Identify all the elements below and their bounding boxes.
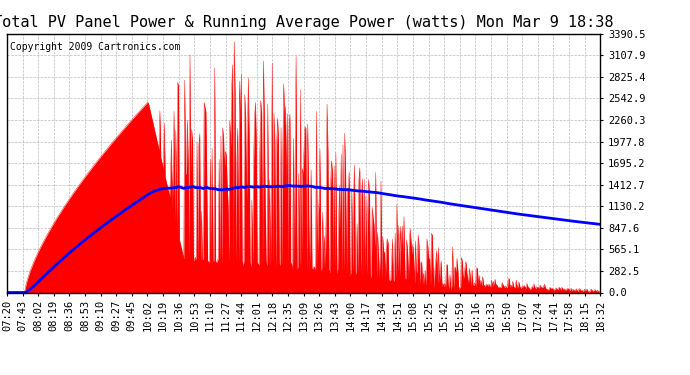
Text: Total PV Panel Power & Running Average Power (watts) Mon Mar 9 18:38: Total PV Panel Power & Running Average P…	[0, 15, 614, 30]
Text: Copyright 2009 Cartronics.com: Copyright 2009 Cartronics.com	[10, 42, 180, 51]
